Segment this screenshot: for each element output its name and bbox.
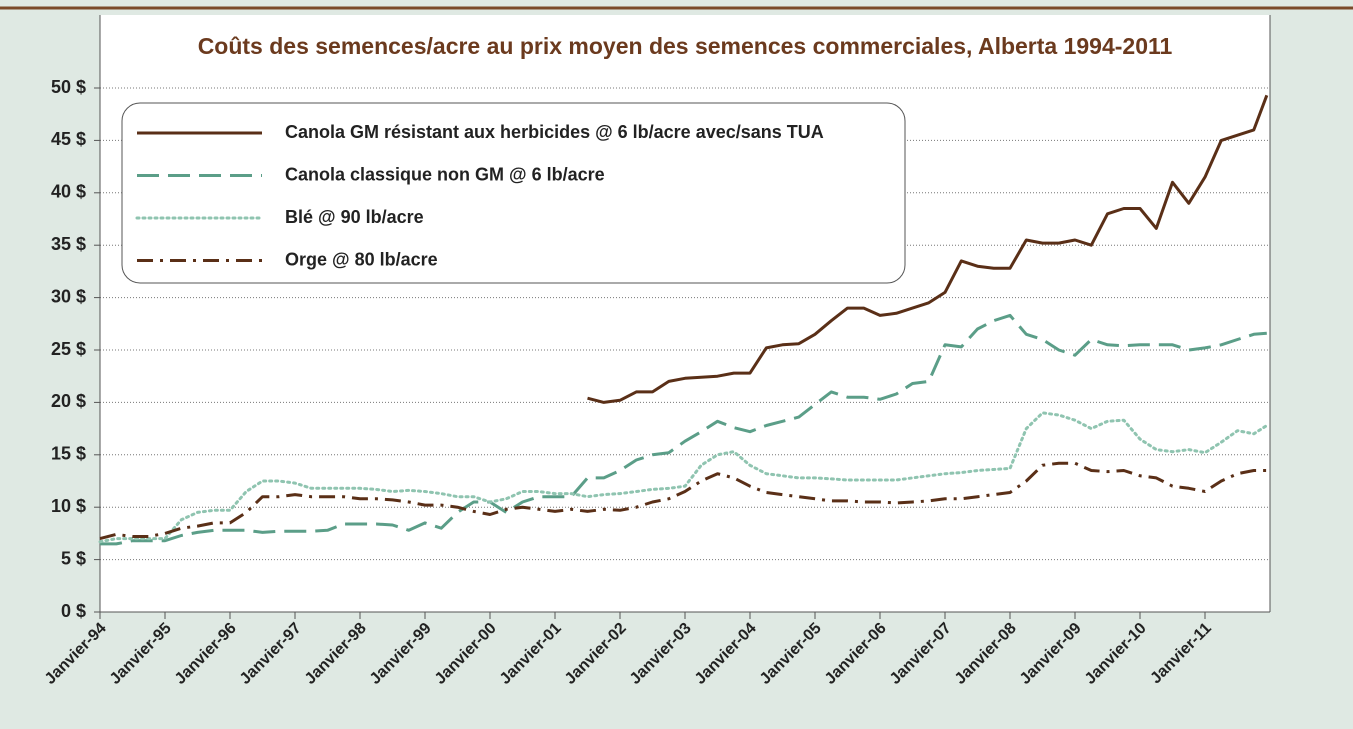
series-line (98, 411, 1269, 544)
y-tick-label: 0 $ (61, 601, 86, 621)
y-tick-label: 10 $ (51, 496, 86, 516)
y-tick-label: 40 $ (51, 182, 86, 202)
series-line (99, 461, 1267, 541)
y-tick-label: 25 $ (51, 339, 86, 359)
legend-label: Canola classique non GM @ 6 lb/acre (285, 164, 605, 184)
chart-title: Coûts des semences/acre au prix moyen de… (198, 33, 1173, 59)
y-tick-label: 15 $ (51, 444, 86, 464)
y-tick-label: 20 $ (51, 391, 86, 411)
legend-label: Orge @ 80 lb/acre (285, 249, 438, 269)
legend-label: Blé @ 90 lb/acre (285, 207, 424, 227)
series-line (100, 313, 1267, 546)
y-tick-label: 5 $ (61, 548, 86, 568)
y-tick-label: 35 $ (51, 234, 86, 254)
y-tick-label: 30 $ (51, 286, 86, 306)
legend (121, 102, 906, 284)
series-line (587, 94, 1269, 404)
legend-label: Canola GM résistant aux herbicides @ 6 l… (285, 122, 824, 142)
y-tick-label: 50 $ (51, 77, 86, 97)
y-tick-label: 45 $ (51, 129, 86, 149)
